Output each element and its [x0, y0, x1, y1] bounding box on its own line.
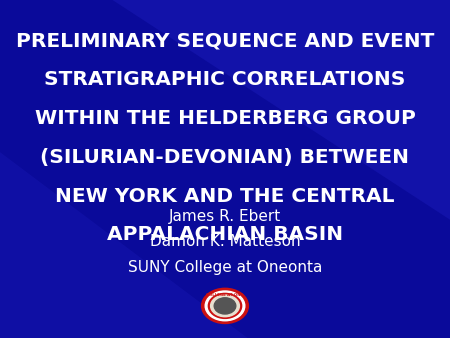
Text: PRELIMINARY SEQUENCE AND EVENT: PRELIMINARY SEQUENCE AND EVENT: [16, 31, 434, 50]
Text: (SILURIAN-DEVONIAN) BETWEEN: (SILURIAN-DEVONIAN) BETWEEN: [40, 148, 410, 167]
Text: WITHIN THE HELDERBERG GROUP: WITHIN THE HELDERBERG GROUP: [35, 109, 415, 128]
Polygon shape: [0, 152, 248, 338]
Text: APPALACHIAN BASIN: APPALACHIAN BASIN: [107, 225, 343, 244]
Text: COLLEGE AT ONE: COLLEGE AT ONE: [207, 293, 243, 297]
Text: STRATIGRAPHIC CORRELATIONS: STRATIGRAPHIC CORRELATIONS: [44, 70, 406, 89]
Polygon shape: [112, 0, 450, 220]
Text: Damon K. Matteson: Damon K. Matteson: [150, 234, 300, 249]
Circle shape: [214, 298, 236, 314]
Circle shape: [211, 295, 239, 317]
Text: NEW YORK AND THE CENTRAL: NEW YORK AND THE CENTRAL: [55, 187, 395, 206]
Circle shape: [205, 291, 245, 321]
Text: James R. Ebert: James R. Ebert: [169, 209, 281, 224]
Circle shape: [202, 288, 248, 323]
Circle shape: [208, 293, 242, 318]
Text: SUNY College at Oneonta: SUNY College at Oneonta: [128, 260, 322, 274]
